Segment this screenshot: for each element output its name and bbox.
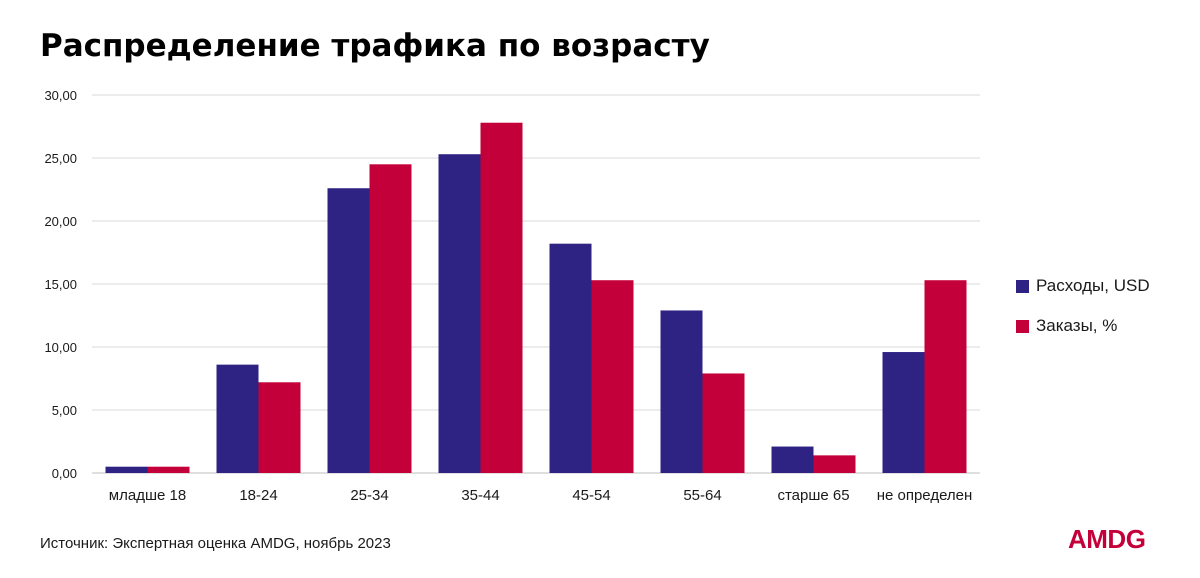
x-tick-label: 25-34 — [350, 487, 388, 504]
y-tick-label: 5,00 — [52, 403, 77, 418]
chart-title: Распределение трафика по возрасту — [40, 28, 710, 64]
bar-orders — [369, 164, 412, 474]
bar-expenses — [549, 243, 592, 473]
x-tick-label: 18-24 — [239, 487, 277, 504]
bar-orders — [480, 122, 523, 473]
bar-expenses — [327, 188, 370, 474]
y-axis-ticks: 0,00 5,00 10,00 15,00 20,00 25,00 30,00 — [44, 88, 77, 481]
legend-swatch-expenses — [1016, 279, 1029, 293]
x-axis-ticks: младше 18 18-24 25-34 35-44 45-54 55-64 старше… — [109, 487, 972, 504]
x-tick-label: старше 65 — [777, 487, 849, 504]
x-tick-label: не определен — [877, 487, 973, 504]
amdg-logo: AMDG — [1068, 524, 1146, 554]
x-tick-label: 45-54 — [572, 487, 610, 504]
bar-expenses — [660, 310, 703, 473]
bar-expenses — [771, 446, 814, 473]
bar-expenses — [438, 154, 481, 473]
bar-orders — [147, 466, 190, 473]
legend-label-orders: Заказы, % — [1036, 316, 1118, 335]
x-tick-label: 55-64 — [683, 487, 721, 504]
x-tick-label: 35-44 — [461, 487, 499, 504]
y-tick-label: 0,00 — [52, 466, 77, 481]
bar-orders — [924, 280, 967, 473]
y-tick-label: 15,00 — [44, 277, 77, 292]
bar-expenses — [105, 466, 148, 473]
bar-expenses — [216, 364, 259, 473]
bar-orders — [702, 373, 745, 473]
bar-orders — [813, 455, 856, 473]
legend: Расходы, USD Заказы, % — [1016, 275, 1150, 355]
bar-expenses — [882, 352, 925, 473]
y-tick-label: 30,00 — [44, 88, 77, 103]
y-tick-label: 25,00 — [44, 151, 77, 166]
source-note: Источник: Экспертная оценка AMDG, ноябрь… — [40, 535, 391, 552]
legend-label-expenses: Расходы, USD — [1036, 276, 1150, 295]
y-tick-label: 20,00 — [44, 214, 77, 229]
y-tick-label: 10,00 — [44, 340, 77, 355]
legend-item-expenses: Расходы, USD — [1016, 275, 1150, 297]
legend-item-orders: Заказы, % — [1016, 315, 1150, 337]
bars — [105, 122, 967, 474]
bar-orders — [591, 280, 634, 473]
legend-swatch-orders — [1016, 319, 1029, 333]
x-tick-label: младше 18 — [109, 487, 186, 504]
bar-orders — [258, 382, 301, 473]
